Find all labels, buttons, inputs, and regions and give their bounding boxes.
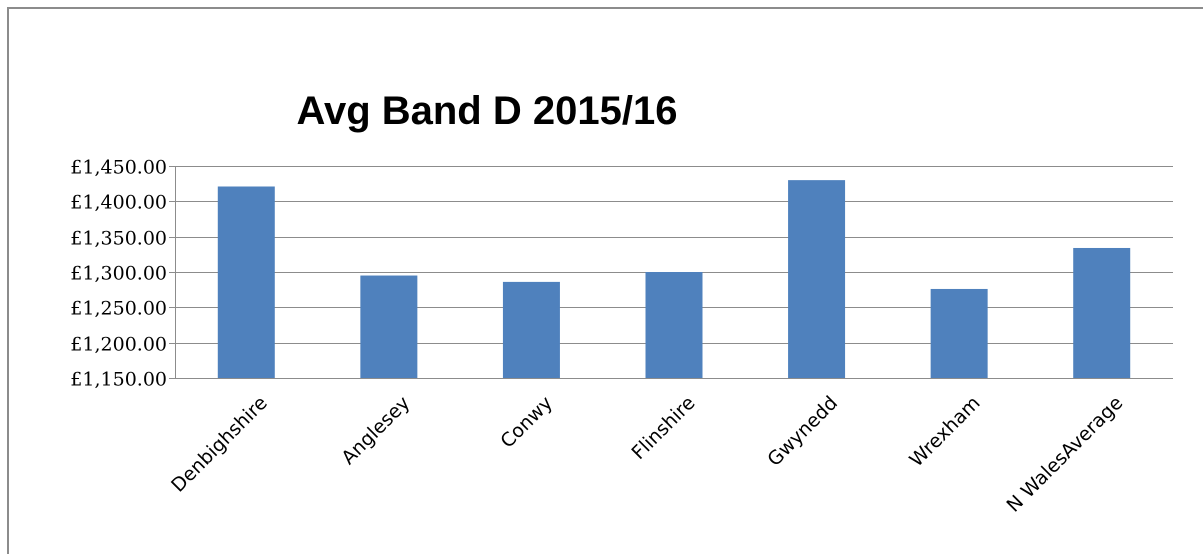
bar bbox=[217, 186, 275, 378]
bar bbox=[1073, 247, 1131, 378]
axes bbox=[175, 166, 1173, 379]
bar bbox=[788, 180, 846, 378]
y-tick-label: £1,250.00 bbox=[70, 298, 167, 320]
x-category-label: Flinshire bbox=[628, 392, 700, 464]
bar bbox=[645, 272, 703, 378]
x-category-label: Gwynedd bbox=[763, 392, 842, 471]
bar bbox=[930, 288, 988, 378]
bars bbox=[217, 180, 1131, 378]
y-tick-label: £1,200.00 bbox=[70, 334, 167, 356]
x-category-label: Conwy bbox=[496, 392, 557, 453]
chart-frame bbox=[7, 7, 1203, 554]
x-category-label: Wrexham bbox=[905, 392, 984, 471]
y-tick-label: £1,300.00 bbox=[70, 263, 167, 285]
y-tick-label: £1,450.00 bbox=[70, 157, 167, 179]
bar bbox=[502, 281, 560, 378]
x-axis-category-labels: Denbighshire Anglesey Conwy Flinshire Gwyned… bbox=[167, 392, 1127, 517]
x-category-label: Anglesey bbox=[337, 392, 414, 469]
y-axis-tick-labels: £1,150.00 £1,200.00 £1,250.00 £1,300.00 £1,3… bbox=[70, 157, 167, 391]
x-category-label: N WalesAverage bbox=[1003, 392, 1128, 517]
y-tick-label: £1,400.00 bbox=[70, 192, 167, 214]
chart-title: Avg Band D 2015/16 bbox=[297, 89, 678, 133]
y-tick-label: £1,150.00 bbox=[70, 369, 167, 391]
bar bbox=[360, 275, 418, 378]
x-category-label: Denbighshire bbox=[167, 392, 272, 497]
y-tick-label: £1,350.00 bbox=[70, 228, 167, 250]
